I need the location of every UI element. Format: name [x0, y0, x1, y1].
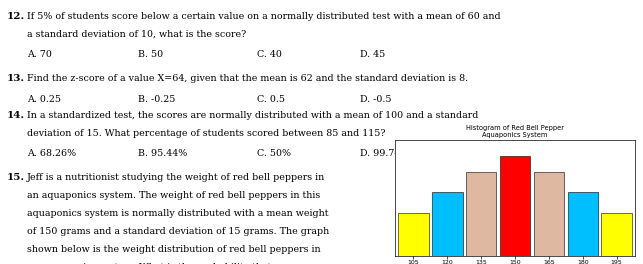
- Text: A. 68.26%: A. 68.26%: [27, 149, 76, 158]
- Title: Histogram of Red Bell Pepper
Aquaponics System: Histogram of Red Bell Pepper Aquaponics …: [466, 125, 564, 138]
- Bar: [534, 172, 564, 256]
- Text: shown below is the weight distribution of red bell peppers in: shown below is the weight distribution o…: [27, 245, 321, 254]
- Text: an aquaponics system. The weight of red bell peppers in this: an aquaponics system. The weight of red …: [27, 191, 320, 200]
- Text: B. -0.25: B. -0.25: [138, 95, 176, 104]
- Text: C. 0.5: C. 0.5: [257, 95, 285, 104]
- Text: 15.: 15.: [6, 173, 24, 182]
- Text: Find the z-score of a value X=64, given that the mean is 62 and the standard dev: Find the z-score of a value X=64, given …: [27, 74, 468, 83]
- Text: of 150 grams and a standard deviation of 15 grams. The graph: of 150 grams and a standard deviation of…: [27, 227, 329, 236]
- Bar: [500, 156, 530, 256]
- Text: B. 95.44%: B. 95.44%: [138, 149, 188, 158]
- Text: C. 40: C. 40: [257, 50, 282, 59]
- Text: D. 99.74%: D. 99.74%: [360, 149, 410, 158]
- Text: A. 0.25: A. 0.25: [27, 95, 61, 104]
- Text: deviation of 15. What percentage of students scored between 85 and 115?: deviation of 15. What percentage of stud…: [27, 129, 386, 138]
- Text: a standard deviation of 10, what is the score?: a standard deviation of 10, what is the …: [27, 30, 246, 39]
- Text: D. -0.5: D. -0.5: [360, 95, 392, 104]
- Text: an aquaponics system. What is the probability that a: an aquaponics system. What is the probab…: [27, 263, 280, 264]
- Text: 14.: 14.: [6, 111, 24, 120]
- Text: Jeff is a nutritionist studying the weight of red bell peppers in: Jeff is a nutritionist studying the weig…: [27, 173, 325, 182]
- Text: A. 70: A. 70: [27, 50, 52, 59]
- Text: D. 45: D. 45: [360, 50, 385, 59]
- Text: C. 50%: C. 50%: [257, 149, 291, 158]
- Bar: [568, 192, 598, 256]
- Bar: [432, 192, 462, 256]
- Text: If 5% of students score below a certain value on a normally distributed test wit: If 5% of students score below a certain …: [27, 12, 501, 21]
- Text: 13.: 13.: [6, 74, 24, 83]
- Text: 12.: 12.: [6, 12, 24, 21]
- Bar: [601, 213, 632, 256]
- Text: aquaponics system is normally distributed with a mean weight: aquaponics system is normally distribute…: [27, 209, 329, 218]
- Text: B. 50: B. 50: [138, 50, 163, 59]
- Text: In a standardized test, the scores are normally distributed with a mean of 100 a: In a standardized test, the scores are n…: [27, 111, 478, 120]
- Bar: [398, 213, 429, 256]
- Bar: [466, 172, 496, 256]
